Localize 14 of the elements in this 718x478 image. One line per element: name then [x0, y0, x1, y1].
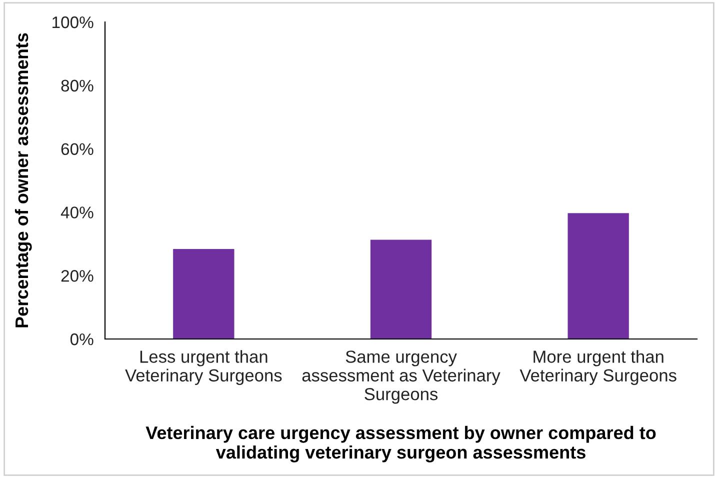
y-tick-label: 40% — [60, 206, 94, 218]
y-tick-label: 20% — [61, 270, 94, 282]
x-tick-label: Less urgent than Veterinary Surgeons — [125, 350, 282, 385]
y-axis-title: Percentage of owner assessments — [14, 33, 32, 328]
y-tick-label: 80% — [61, 80, 94, 92]
bar — [568, 213, 629, 339]
y-tick-label: 0% — [70, 333, 94, 346]
y-tick-label: 100% — [52, 16, 94, 28]
x-tick-label: Same urgency assessment as Veterinary Surgeons — [302, 350, 500, 404]
y-tick-label: 60% — [61, 143, 94, 156]
x-axis-title: Veterinary care urgency assessment by owner compared to validating veterinary surgeon assessments — [146, 426, 656, 462]
bar — [173, 248, 234, 339]
x-tick-label: More urgent than Veterinary Surgeons — [520, 350, 676, 385]
bar — [370, 240, 432, 339]
